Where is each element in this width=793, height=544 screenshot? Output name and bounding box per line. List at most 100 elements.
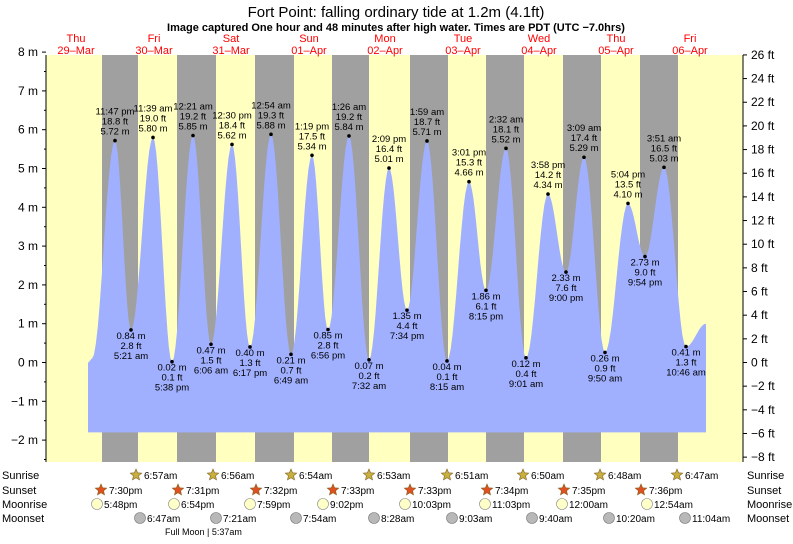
tide-label: 9:54 pm — [628, 278, 662, 289]
left-axis-tick-label: −2 m — [11, 433, 38, 447]
tide-label: 5.72 m — [100, 127, 129, 138]
tide-label: 9.0 ft — [634, 268, 655, 279]
sunset-icon — [480, 483, 494, 496]
tide-point — [347, 134, 351, 138]
tide-point — [484, 288, 488, 293]
left-axis-tick-label: 0 m — [18, 356, 38, 370]
tide-label: 3:51 am — [647, 133, 681, 144]
tide-label: 1:26 am — [332, 102, 366, 113]
tide-label: 4.10 m — [613, 189, 642, 200]
sunrise-time: 6:56am — [221, 471, 254, 482]
sunrise-time: 6:50am — [531, 471, 564, 482]
tide-label: 5.80 m — [138, 123, 167, 134]
moonset-icon — [603, 512, 615, 524]
tide-point — [269, 132, 273, 137]
sunset-label-left: Sunset — [2, 485, 36, 497]
sunset-time: 7:31pm — [186, 486, 219, 497]
tide-label: 6.1 ft — [475, 301, 496, 312]
moonset-icon — [210, 512, 222, 524]
tide-area — [88, 134, 706, 433]
right-axis-tick-label: 24 ft — [751, 72, 775, 86]
tide-label: 6:49 am — [274, 375, 308, 386]
tide-label: 9:50 am — [588, 373, 622, 384]
moonset-time: 11:04am — [692, 514, 730, 525]
tide-point — [603, 350, 607, 355]
sunrise-icon — [670, 468, 684, 481]
tide-label: 16.4 ft — [376, 144, 403, 155]
moonset-time: 9:40am — [539, 514, 572, 525]
moonrise-icon — [168, 498, 180, 510]
moonrise-time: 6:54pm — [181, 500, 214, 511]
tide-point — [129, 328, 133, 332]
moonrise-time: 10:03pm — [412, 500, 451, 511]
right-axis-tick-label: 6 ft — [751, 285, 768, 299]
tide-label: 1.86 m — [471, 291, 500, 302]
tide-label: 17.4 ft — [571, 133, 598, 144]
tide-label: 18.8 ft — [102, 117, 129, 128]
tide-label: 0.2 ft — [358, 371, 379, 382]
left-axis-tick-label: 2 m — [18, 278, 38, 292]
moonrise-label-right: Moonrise — [747, 499, 792, 511]
sunrise-icon — [284, 468, 298, 481]
tide-label: 19.0 ft — [140, 113, 167, 124]
moonset-label-left: Moonset — [2, 513, 44, 525]
tide-label: 0.9 ft — [594, 363, 615, 374]
tide-point — [151, 135, 155, 140]
sunset-time: 7:33pm — [341, 486, 374, 497]
tide-label: 3:01 pm — [452, 148, 486, 159]
tide-label: 7:34 pm — [390, 331, 424, 342]
sunrise-icon — [362, 468, 376, 481]
moonset-icon — [446, 512, 458, 524]
left-axis-tick-label: 1 m — [18, 317, 38, 331]
moonrise-icon — [641, 498, 653, 510]
day-date: 02–Apr — [367, 45, 403, 57]
sunrise-time: 6:48am — [608, 471, 641, 482]
tide-label: 14.2 ft — [535, 170, 562, 181]
moonrise-label-left: Moonrise — [2, 499, 47, 511]
sunrise-label-right: Sunrise — [747, 470, 784, 482]
tide-label: 2.8 ft — [317, 341, 338, 352]
tide-label: 6:56 pm — [311, 351, 345, 362]
day-name: Thu — [607, 33, 626, 45]
day-date: 31–Mar — [212, 45, 250, 57]
tide-label: 1:19 pm — [295, 121, 329, 132]
sunrise-icon — [129, 468, 143, 481]
tide-label: 9:00 pm — [549, 293, 583, 304]
day-date: 06–Apr — [672, 45, 708, 57]
sunset-time: 7:33pm — [418, 486, 451, 497]
left-axis-tick-label: 3 m — [18, 239, 38, 253]
tide-label: 2.33 m — [551, 273, 580, 284]
day-headers: Thu29–MarFri30–MarSat31–MarSun01–AprMon0… — [57, 33, 708, 57]
tide-label: 0.41 m — [671, 348, 700, 359]
moonrise-icon — [244, 498, 256, 510]
tide-point — [467, 179, 471, 184]
left-axis-meters: 8 m 7 m 6 m 5 m 4 m 3 m 2 m 1 m 0 m −1 m −2 m — [11, 45, 46, 460]
right-axis-tick-label: −6 ft — [751, 426, 775, 440]
left-axis-tick-label: 5 m — [18, 162, 38, 176]
tide-label: 1.3 ft — [675, 358, 696, 369]
tide-label: 9:01 am — [509, 379, 543, 390]
right-axis-tick-label: 26 ft — [751, 48, 775, 62]
tide-point — [504, 146, 508, 151]
astro-events: 6:57am 6:56am 6:54am 6:53am 6:51am 6:50am 6:48… — [91, 468, 730, 525]
moonrise-time: 7:59pm — [257, 500, 290, 511]
tide-point — [387, 166, 391, 170]
tide-label: 0.84 m — [116, 331, 145, 342]
tide-point — [230, 142, 234, 147]
sunrise-time: 6:57am — [144, 471, 177, 482]
left-axis-tick-label: 4 m — [18, 200, 38, 214]
sunrise-icon — [206, 468, 220, 481]
right-axis-tick-label: 22 ft — [751, 95, 775, 109]
tide-label: 5.01 m — [374, 154, 403, 165]
tide-label: 0.1 ft — [436, 372, 457, 383]
sunset-icon — [171, 483, 185, 496]
tide-label: 5.29 m — [569, 143, 598, 154]
tide-label: 3:09 am — [567, 123, 601, 134]
sunrise-time: 6:51am — [455, 471, 488, 482]
tide-label: 8:15 pm — [469, 311, 503, 322]
moonset-icon — [679, 512, 691, 524]
moonrise-icon — [479, 498, 491, 510]
tide-point — [326, 327, 330, 332]
tide-point — [289, 352, 293, 357]
day-date: 03–Apr — [445, 45, 481, 57]
